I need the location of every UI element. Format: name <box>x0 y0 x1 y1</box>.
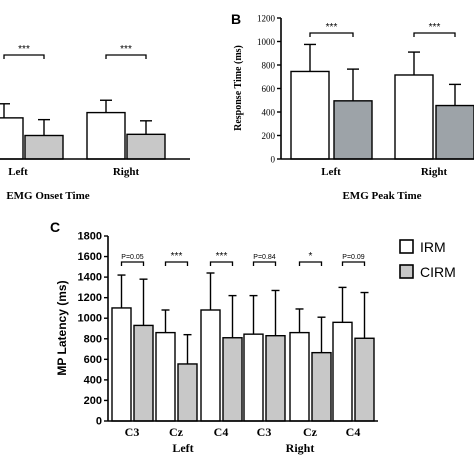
panel-b-group-label: Right <box>421 166 448 178</box>
bar-cirm <box>354 337 375 422</box>
y-tick-label: 1000 <box>78 313 102 325</box>
significance-label: *** <box>120 44 132 55</box>
y-tick-label: 1400 <box>78 272 102 284</box>
y-tick-label: 1600 <box>78 251 102 263</box>
significance-bracket <box>105 54 147 59</box>
y-tick-label: 200 <box>262 131 276 141</box>
bar-cirm <box>177 363 198 422</box>
y-tick-label: 1000 <box>257 37 276 47</box>
significance-bracket <box>120 261 145 266</box>
significance-bracket <box>341 261 366 266</box>
legend-swatch-cirm <box>399 264 414 279</box>
legend-label-irm: IRM <box>420 239 446 255</box>
significance-label: *** <box>171 251 183 262</box>
panel-a-group-label: Left <box>8 166 28 178</box>
panel-a-bars: *** *** <box>0 44 166 160</box>
panel-c-side-label: Left <box>172 441 193 455</box>
panel-c: C MP Latency (ms) 0 200 400 600 800 1000 1200 1… <box>50 219 456 455</box>
significance-bracket <box>252 261 277 266</box>
panel-a: *** *** Left Right EMG Onset Time <box>0 44 190 202</box>
legend-swatch-irm <box>399 239 414 254</box>
bar-irm <box>0 117 24 160</box>
y-tick-label: 800 <box>262 61 276 71</box>
significance-bracket <box>209 261 234 266</box>
y-tick-label: 400 <box>262 108 276 118</box>
bar-cirm <box>333 100 373 160</box>
bar-irm <box>243 333 264 422</box>
y-tick-label: 1200 <box>257 14 276 24</box>
bar-irm <box>111 307 132 422</box>
bar-irm <box>394 74 434 160</box>
category-label: C4 <box>214 425 229 439</box>
bar-irm <box>155 331 176 422</box>
y-tick-label: 1800 <box>78 231 102 243</box>
y-tick-label: 600 <box>84 354 102 366</box>
significance-label: *** <box>326 22 338 33</box>
y-tick-label: 1200 <box>78 292 102 304</box>
category-label: Cz <box>303 425 318 439</box>
legend-label-cirm: CIRM <box>420 264 456 280</box>
significance-label: P=0.05 <box>121 254 143 261</box>
significance-bracket <box>413 32 456 37</box>
significance-label: P=0.84 <box>253 254 275 261</box>
y-tick-label: 0 <box>271 155 276 165</box>
bar-cirm <box>265 334 286 422</box>
category-label: C3 <box>257 425 272 439</box>
bar-irm <box>332 321 353 422</box>
category-label: Cz <box>169 425 184 439</box>
significance-bracket <box>298 261 323 266</box>
bar-cirm <box>126 133 166 160</box>
y-tick-label: 800 <box>84 333 102 345</box>
panel-b: B Response Time (ms) 0 200 400 600 800 1000 12… <box>231 11 474 202</box>
bar-cirm <box>24 134 64 160</box>
panel-b-y-axis-label: Response Time (ms) <box>233 45 244 131</box>
bar-cirm <box>435 104 474 160</box>
significance-label: *** <box>18 44 30 55</box>
significance-bracket <box>3 54 45 59</box>
panel-a-title: EMG Onset Time <box>6 190 89 202</box>
significance-label: *** <box>429 22 441 33</box>
bar-irm <box>200 309 221 422</box>
panel-b-y-ticks: 0 200 400 600 800 1000 1200 <box>257 14 281 165</box>
panel-b-bars: *** *** <box>290 22 474 160</box>
significance-bracket <box>309 32 354 37</box>
panel-c-y-axis-label: MP Latency (ms) <box>55 280 69 375</box>
bar-irm <box>289 331 310 422</box>
significance-label: *** <box>216 251 228 262</box>
panel-c-y-ticks: 0 200 400 600 800 1000 1200 1400 1600 1800 <box>78 231 108 428</box>
panel-b-group-label: Left <box>321 166 341 178</box>
panel-c-bars: P=0.05 *** *** P=0.84 * P=0.09 C3 Cz C4 C3 Cz C4 <box>111 251 375 439</box>
legend: IRM CIRM <box>399 239 456 280</box>
bar-cirm <box>311 351 332 422</box>
significance-label: * <box>309 251 313 262</box>
significance-label: P=0.09 <box>342 254 364 261</box>
y-tick-label: 0 <box>96 416 102 428</box>
bar-cirm <box>222 337 243 422</box>
panel-c-side-label: Right <box>286 441 315 455</box>
bar-irm <box>290 70 330 160</box>
category-label: C3 <box>125 425 140 439</box>
panel-b-title: EMG Peak Time <box>342 190 421 202</box>
bar-irm <box>86 111 126 160</box>
bar-cirm <box>133 324 154 422</box>
panel-a-group-label: Right <box>113 166 140 178</box>
category-label: C4 <box>346 425 361 439</box>
panel-c-letter: C <box>50 219 60 235</box>
y-tick-label: 200 <box>84 395 102 407</box>
significance-bracket <box>164 261 189 266</box>
y-tick-label: 600 <box>262 84 276 94</box>
panel-b-letter: B <box>231 11 241 27</box>
y-tick-label: 400 <box>84 374 102 386</box>
